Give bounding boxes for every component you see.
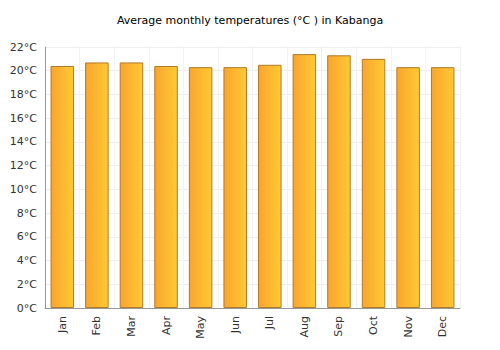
- svg-text:Jun: Jun: [229, 316, 242, 334]
- svg-text:22°C: 22°C: [10, 41, 37, 54]
- svg-text:Nov: Nov: [402, 316, 415, 338]
- svg-text:4°C: 4°C: [17, 254, 37, 267]
- svg-text:14°C: 14°C: [10, 135, 37, 148]
- svg-text:16°C: 16°C: [10, 112, 37, 125]
- svg-text:0°C: 0°C: [17, 302, 37, 315]
- svg-text:Feb: Feb: [90, 316, 103, 335]
- svg-text:2°C: 2°C: [17, 278, 37, 291]
- svg-text:Mar: Mar: [125, 316, 138, 337]
- svg-text:May: May: [194, 316, 207, 339]
- svg-text:Average monthly temperatures (: Average monthly temperatures (°C ) in Ka…: [117, 14, 383, 27]
- svg-text:20°C: 20°C: [10, 64, 37, 77]
- svg-text:12°C: 12°C: [10, 159, 37, 172]
- svg-text:8°C: 8°C: [17, 207, 37, 220]
- svg-text:Apr: Apr: [160, 316, 173, 336]
- svg-text:10°C: 10°C: [10, 183, 37, 196]
- svg-text:Dec: Dec: [436, 316, 449, 337]
- svg-text:Oct: Oct: [367, 315, 380, 335]
- svg-text:18°C: 18°C: [10, 88, 37, 101]
- svg-text:Jul: Jul: [263, 316, 276, 330]
- svg-text:Sep: Sep: [332, 316, 345, 337]
- svg-text:Aug: Aug: [298, 316, 311, 337]
- svg-text:6°C: 6°C: [17, 230, 37, 243]
- svg-text:Jan: Jan: [56, 316, 69, 334]
